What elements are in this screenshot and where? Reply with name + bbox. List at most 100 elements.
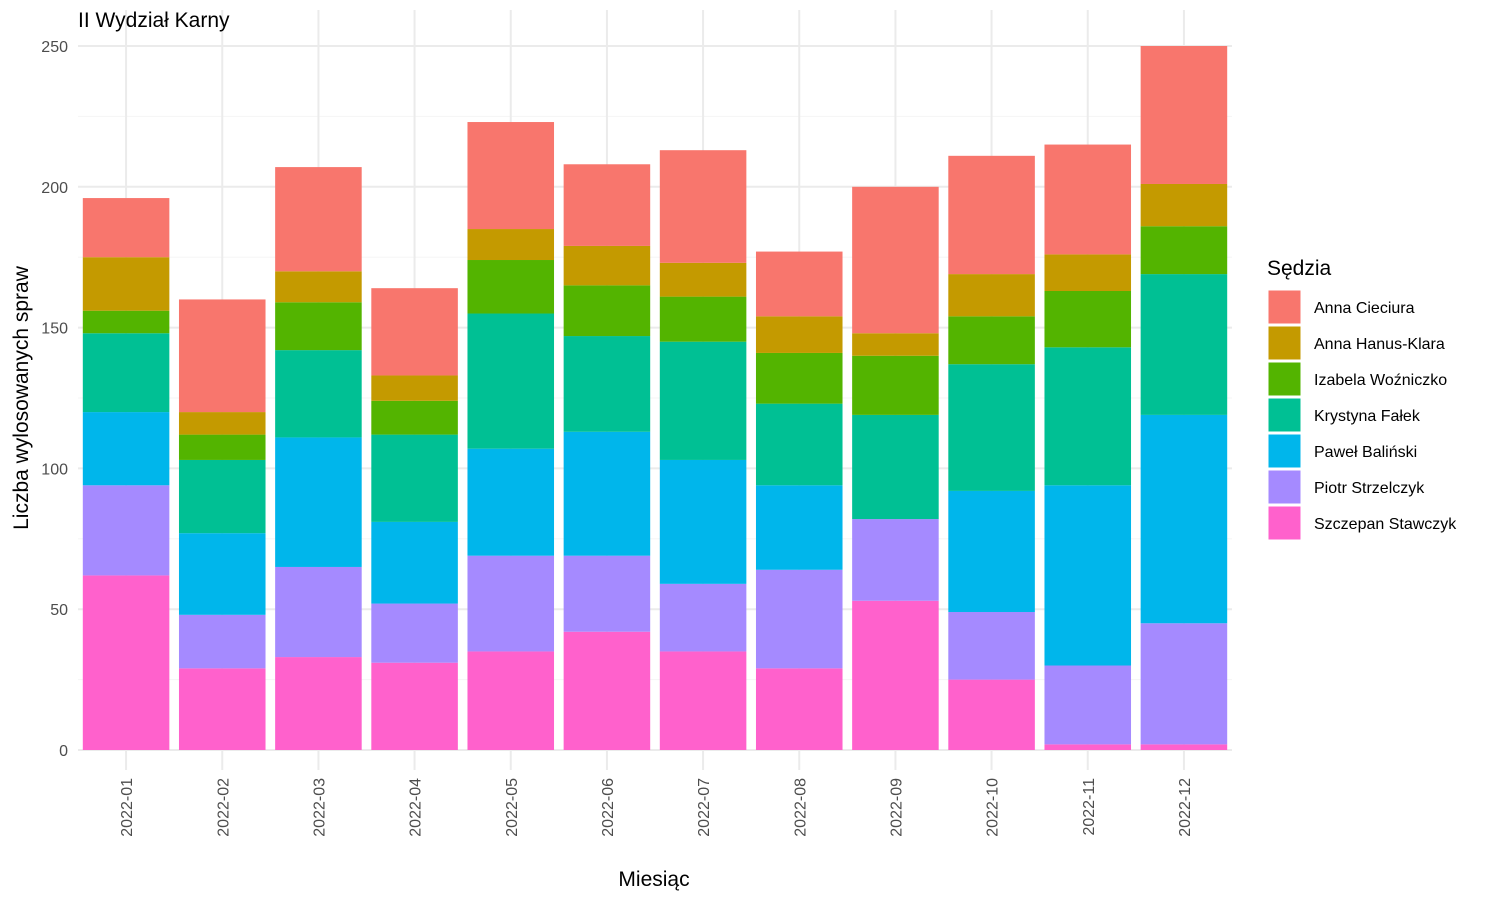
legend-swatch xyxy=(1267,469,1302,505)
legend-label: Anna Cieciura xyxy=(1314,300,1415,317)
y-tick-label: 0 xyxy=(59,743,68,760)
y-tick-label: 200 xyxy=(41,180,68,197)
bar-segment xyxy=(371,434,458,522)
y-tick-label: 250 xyxy=(41,39,68,56)
bar-segment xyxy=(852,414,939,520)
legend: Anna Cieciura Anna Hanus-Klara Izabela Woź… xyxy=(1267,289,1457,541)
bar-segment xyxy=(82,257,170,311)
bar-segment xyxy=(1140,46,1228,184)
x-tick-label: 2022-09 xyxy=(888,778,905,837)
bar-segment xyxy=(1140,226,1228,275)
legend-label: Paweł Baliński xyxy=(1314,444,1417,461)
bar-segment xyxy=(1140,274,1228,415)
bar-segment xyxy=(755,352,843,404)
bar-segment xyxy=(467,229,555,261)
bar-segment xyxy=(659,296,747,342)
bar-segment xyxy=(82,575,170,750)
bar-segment xyxy=(563,555,651,632)
legend-label: Piotr Strzelczyk xyxy=(1314,480,1425,497)
bar-segment xyxy=(659,459,747,584)
bar-segment xyxy=(82,333,170,413)
bar-segment xyxy=(275,167,362,272)
bar-segment xyxy=(948,490,1035,613)
bar-segment xyxy=(178,668,266,750)
bar-segment xyxy=(467,555,555,652)
bar-segment xyxy=(467,313,555,449)
legend-label: Krystyna Fałek xyxy=(1314,408,1421,425)
bar-segment xyxy=(659,583,747,652)
x-tick-label: 2022-12 xyxy=(1177,778,1194,837)
bar-segment xyxy=(1044,485,1132,666)
bar-segment xyxy=(948,316,1035,365)
legend-swatch xyxy=(1267,289,1302,325)
bar-segment xyxy=(852,355,939,415)
bar-segment xyxy=(755,485,843,570)
bars xyxy=(82,46,1228,750)
bar-segment xyxy=(563,285,651,337)
bar-segment xyxy=(755,403,843,486)
bar-segment xyxy=(1140,744,1228,750)
bar-segment xyxy=(852,519,939,601)
bar-segment xyxy=(178,614,266,669)
bar-segment xyxy=(82,198,170,258)
x-tick-label: 2022-06 xyxy=(600,778,617,837)
legend-swatch xyxy=(1267,505,1302,541)
bar-segment xyxy=(275,302,362,351)
bar-segment xyxy=(82,412,170,486)
bar-segment xyxy=(371,288,458,376)
bar-segment xyxy=(467,122,555,230)
bar-segment xyxy=(1044,347,1132,486)
y-tick-label: 100 xyxy=(41,461,68,478)
bar-segment xyxy=(948,364,1035,491)
y-tick-label: 150 xyxy=(41,321,68,338)
bar-segment xyxy=(659,651,747,750)
bar-segment xyxy=(659,150,747,263)
bar-segment xyxy=(178,459,266,534)
legend-swatch xyxy=(1267,433,1302,469)
bar-segment xyxy=(563,245,651,286)
bar-segment xyxy=(563,336,651,432)
bar-segment xyxy=(755,668,843,750)
x-tick-label: 2022-01 xyxy=(119,778,136,837)
bar-segment xyxy=(1044,144,1132,255)
bar-segment xyxy=(82,485,170,576)
bar-segment xyxy=(178,412,266,435)
x-tick-label: 2022-02 xyxy=(215,778,232,837)
chart-title: II Wydział Karny xyxy=(78,9,230,32)
bar-segment xyxy=(852,600,939,750)
bar-segment xyxy=(659,262,747,297)
bar-segment xyxy=(275,350,362,438)
bar-segment xyxy=(371,375,458,401)
bar-segment xyxy=(371,603,458,663)
bar-segment xyxy=(371,400,458,435)
bar-segment xyxy=(178,299,266,413)
bar-segment xyxy=(371,662,458,750)
bar-segment xyxy=(563,164,651,246)
bar-segment xyxy=(755,569,843,669)
x-tick-label: 2022-11 xyxy=(1081,778,1098,836)
bar-segment xyxy=(1140,623,1228,745)
bar-segment xyxy=(275,271,362,303)
legend-label: Anna Hanus-Klara xyxy=(1314,336,1445,353)
bar-segment xyxy=(852,186,939,334)
x-tick-label: 2022-07 xyxy=(696,778,713,837)
legend-label: Szczepan Stawczyk xyxy=(1314,516,1457,533)
bar-segment xyxy=(82,310,170,334)
bar-segment xyxy=(1140,183,1228,227)
bar-segment xyxy=(467,448,555,556)
y-axis-title: Liczba wylosowanych spraw xyxy=(10,265,33,530)
bar-segment xyxy=(1044,290,1132,348)
legend-swatch xyxy=(1267,397,1302,433)
bar-segment xyxy=(275,566,362,658)
x-tick-label: 2022-05 xyxy=(504,778,521,837)
bar-segment xyxy=(371,521,458,604)
bar-segment xyxy=(948,612,1035,680)
x-axis-title: Miesiąc xyxy=(618,868,689,891)
bar-segment xyxy=(1044,254,1132,291)
bar-segment xyxy=(1044,665,1132,745)
x-tick-label: 2022-04 xyxy=(408,778,425,837)
bar-segment xyxy=(948,679,1035,750)
bar-segment xyxy=(467,260,555,314)
bar-segment xyxy=(275,657,362,750)
